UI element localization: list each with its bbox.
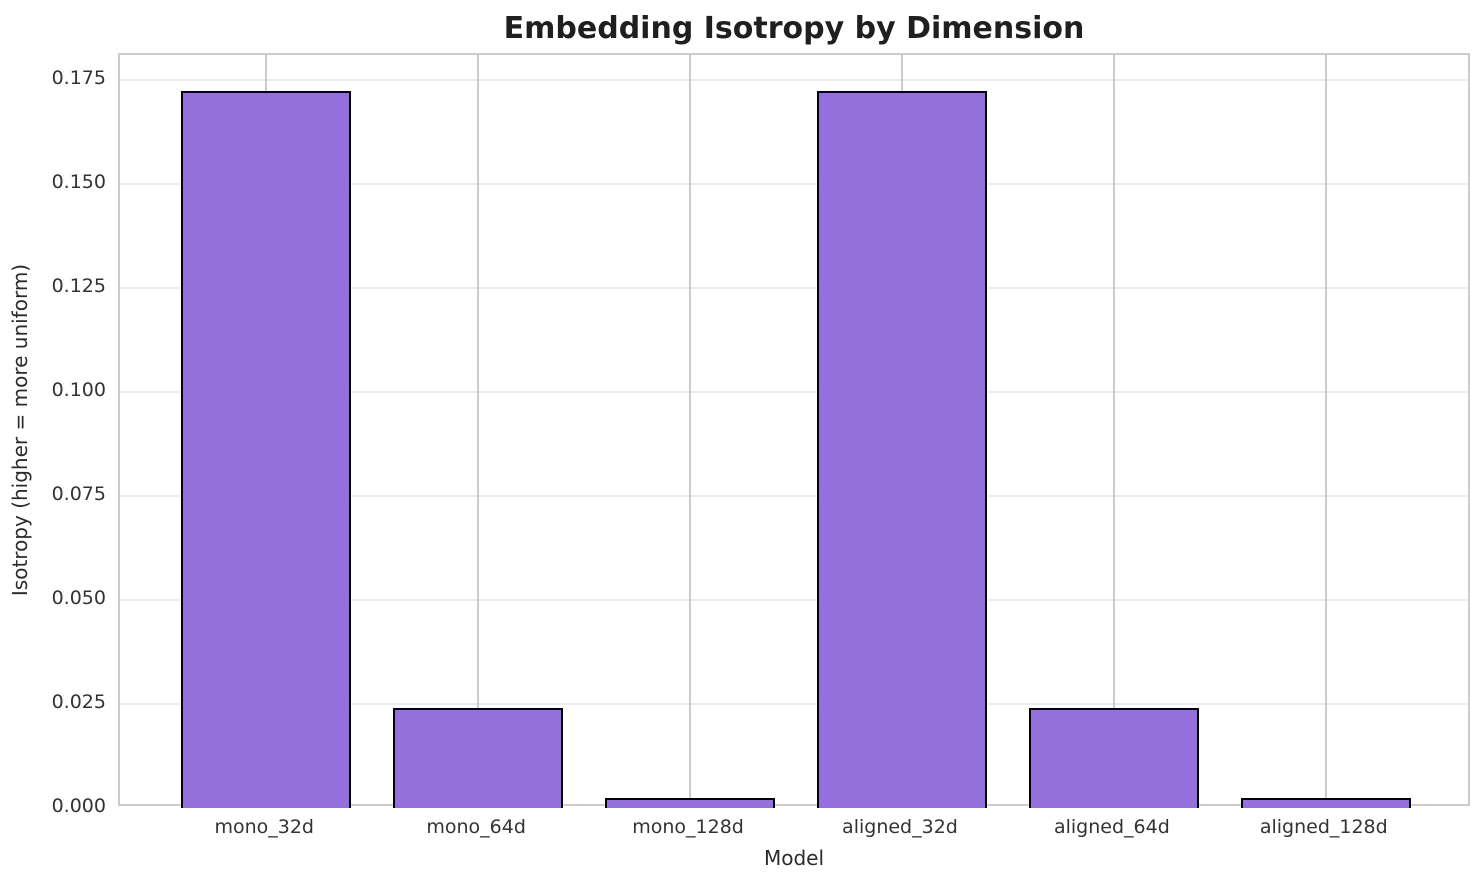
- grid-line-vertical: [477, 55, 480, 804]
- y-tick-label: 0.125: [51, 275, 106, 298]
- x-tick-label: mono_32d: [214, 816, 314, 838]
- grid-line-horizontal: [120, 599, 1468, 602]
- x-tick-label: aligned_32d: [842, 816, 958, 838]
- grid-line-horizontal: [120, 495, 1468, 498]
- grid-line-vertical: [1112, 55, 1115, 804]
- bar-aligned_32d: [817, 90, 987, 808]
- bar-mono_32d: [181, 90, 351, 808]
- y-tick-label: 0.150: [51, 171, 106, 194]
- y-axis-label: Isotropy (higher = more uniform): [8, 263, 32, 597]
- y-tick-label: 0.025: [51, 691, 106, 714]
- y-tick-label: 0.075: [51, 483, 106, 506]
- plot-area: [118, 53, 1470, 808]
- bar-mono_128d: [605, 798, 775, 808]
- y-tick-label: 0.175: [51, 67, 106, 90]
- grid-line-horizontal: [120, 391, 1468, 394]
- grid-line-horizontal: [120, 287, 1468, 290]
- x-axis-label: Model: [763, 846, 825, 870]
- grid-line-horizontal: [120, 703, 1468, 706]
- chart-title: Embedding Isotropy by Dimension: [503, 11, 1085, 46]
- x-tick-label: aligned_64d: [1053, 816, 1170, 838]
- bar-aligned_64d: [1029, 708, 1199, 808]
- x-tick-label: mono_64d: [426, 816, 526, 838]
- bar-aligned_128d: [1241, 798, 1411, 808]
- bar-mono_64d: [393, 708, 563, 808]
- grid-line-horizontal: [120, 79, 1468, 82]
- grid-line-vertical: [1324, 55, 1327, 804]
- grid-line-vertical: [689, 55, 692, 804]
- x-tick-label: mono_128d: [632, 816, 744, 838]
- y-tick-label: 0.100: [51, 379, 106, 402]
- y-tick-label: 0.000: [51, 795, 106, 817]
- y-tick-label: 0.050: [51, 587, 106, 610]
- x-tick-label: aligned_128d: [1259, 816, 1388, 838]
- grid-line-horizontal: [120, 183, 1468, 186]
